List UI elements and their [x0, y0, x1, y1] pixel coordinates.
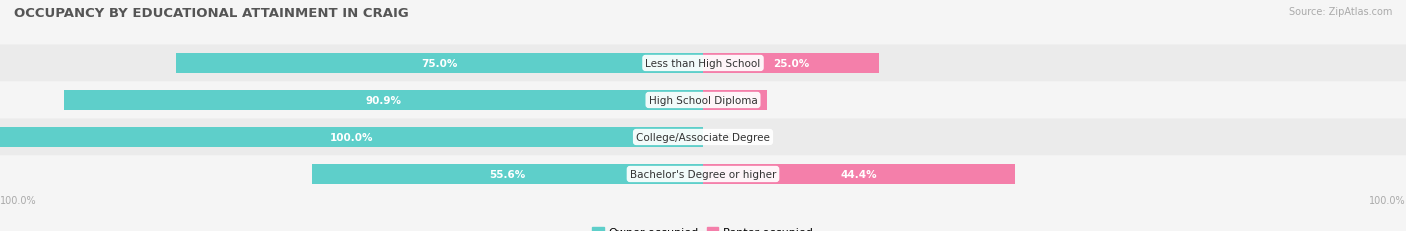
Text: 55.6%: 55.6%: [489, 169, 526, 179]
Bar: [63, 91, 703, 110]
Text: 25.0%: 25.0%: [773, 59, 808, 69]
Text: 100.0%: 100.0%: [330, 132, 373, 142]
Bar: [703, 165, 1015, 184]
Bar: [703, 91, 768, 110]
Text: Bachelor's Degree or higher: Bachelor's Degree or higher: [630, 169, 776, 179]
FancyBboxPatch shape: [0, 45, 1406, 82]
Text: 0.0%: 0.0%: [713, 132, 742, 142]
Text: 75.0%: 75.0%: [422, 59, 457, 69]
Text: Less than High School: Less than High School: [645, 59, 761, 69]
Text: High School Diploma: High School Diploma: [648, 96, 758, 106]
FancyBboxPatch shape: [0, 156, 1406, 193]
FancyBboxPatch shape: [0, 119, 1406, 156]
Text: 100.0%: 100.0%: [0, 196, 37, 206]
Bar: [0, 128, 703, 147]
Text: 100.0%: 100.0%: [1369, 196, 1406, 206]
Text: 9.1%: 9.1%: [720, 96, 749, 106]
Bar: [176, 54, 703, 73]
Text: 90.9%: 90.9%: [366, 96, 402, 106]
Bar: [703, 54, 879, 73]
Bar: [312, 165, 703, 184]
Text: 44.4%: 44.4%: [841, 169, 877, 179]
Text: OCCUPANCY BY EDUCATIONAL ATTAINMENT IN CRAIG: OCCUPANCY BY EDUCATIONAL ATTAINMENT IN C…: [14, 7, 409, 20]
Text: College/Associate Degree: College/Associate Degree: [636, 132, 770, 142]
FancyBboxPatch shape: [0, 82, 1406, 119]
Legend: Owner-occupied, Renter-occupied: Owner-occupied, Renter-occupied: [592, 227, 814, 231]
Text: Source: ZipAtlas.com: Source: ZipAtlas.com: [1288, 7, 1392, 17]
